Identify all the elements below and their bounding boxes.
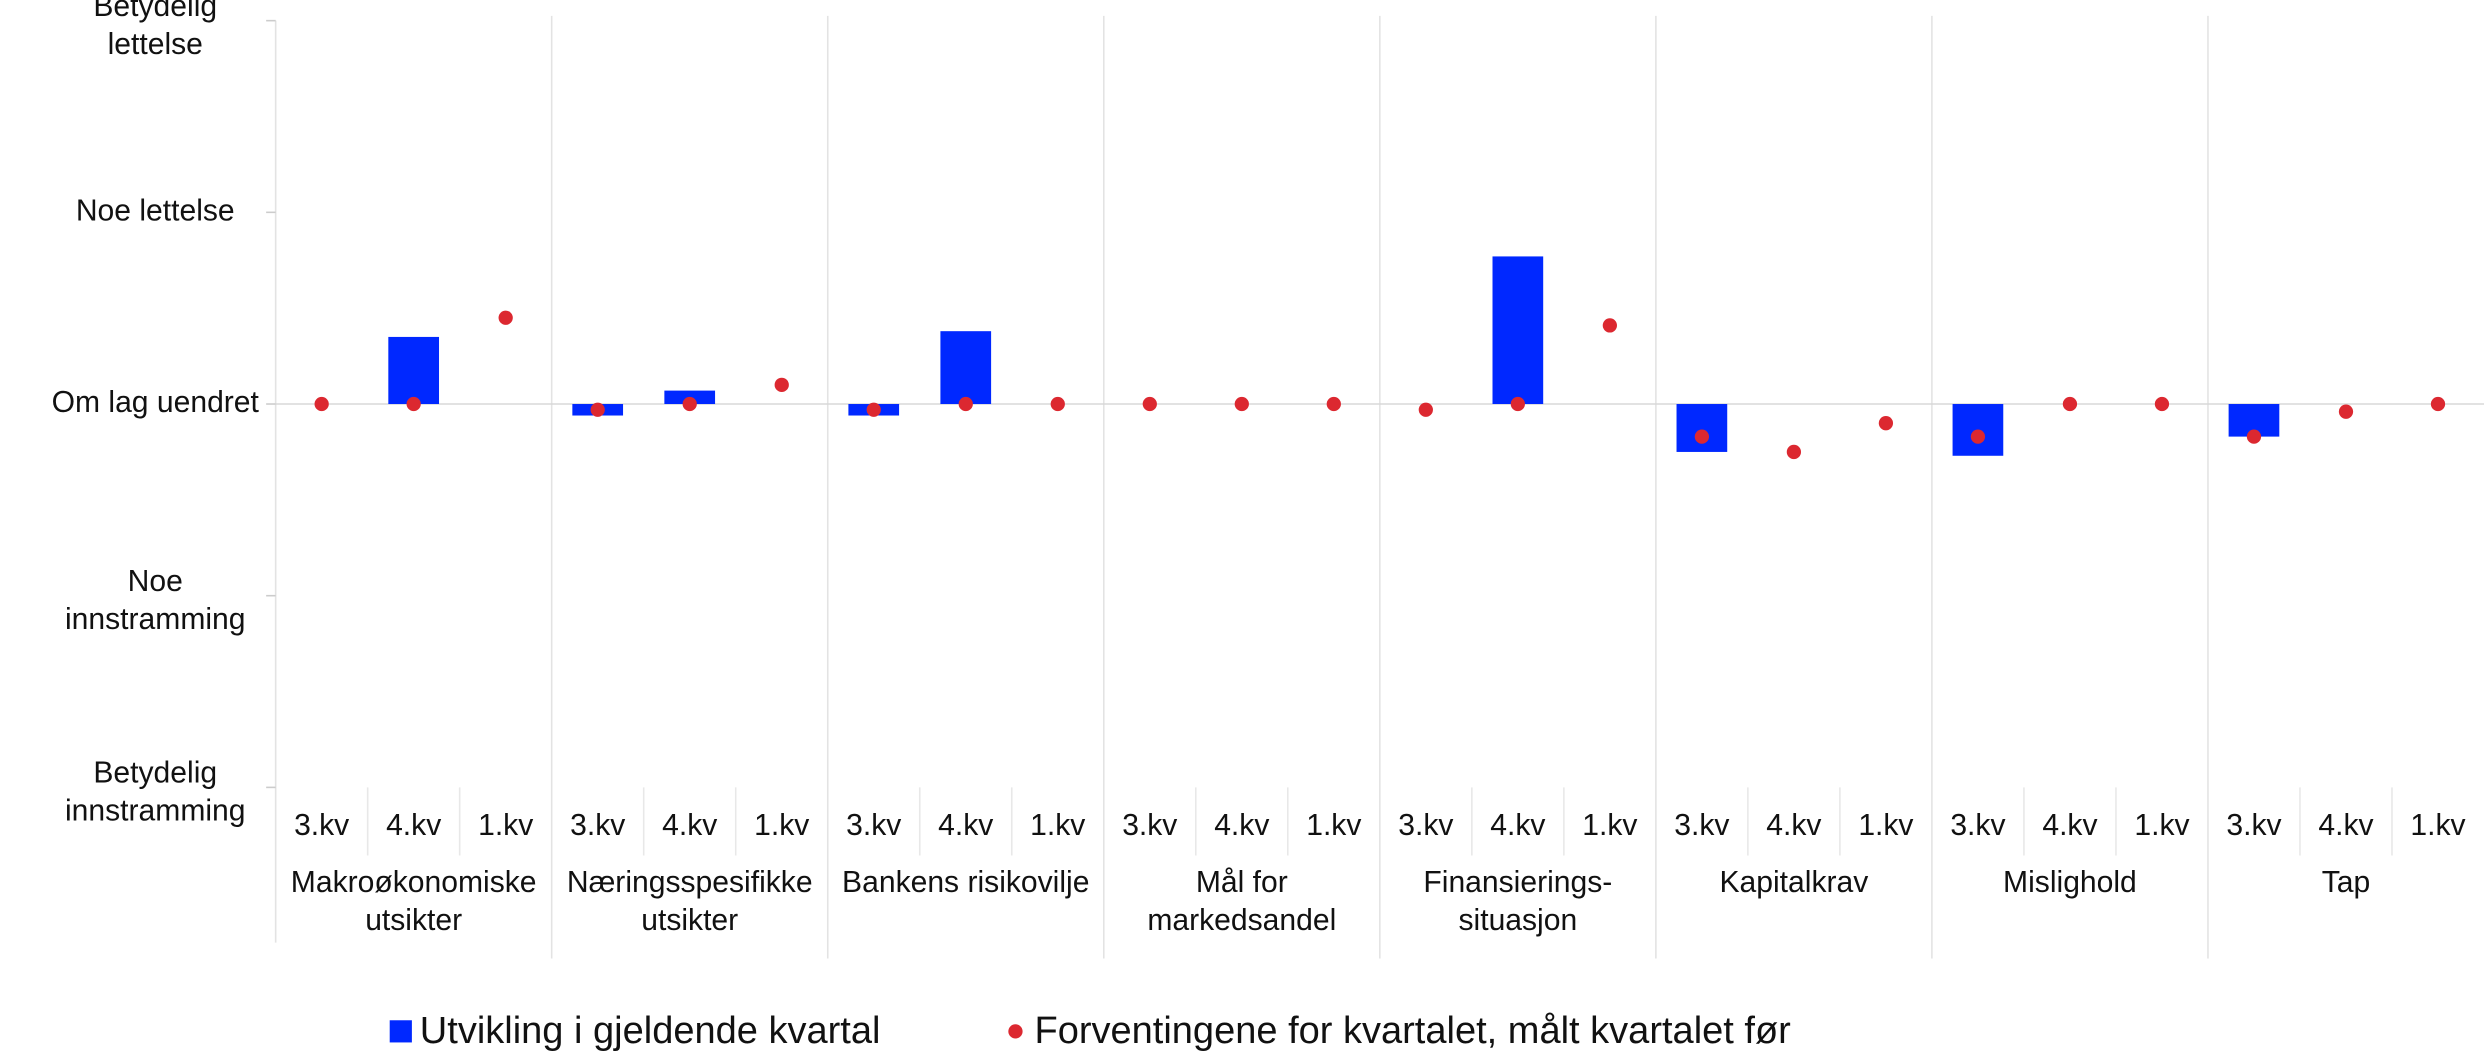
dot: [1050, 396, 1065, 412]
group-label: Kapitalkrav: [1719, 866, 1868, 899]
x-tick-label: 1.kv: [1306, 809, 1361, 842]
dot: [1142, 396, 1157, 412]
dot: [1602, 318, 1617, 333]
dot: [774, 377, 789, 392]
group-label: utsikter: [365, 904, 462, 937]
legend-label: Utvikling i gjeldende kvartal: [420, 1010, 881, 1052]
x-tick-label: 4.kv: [662, 809, 717, 842]
bar: [940, 331, 992, 405]
dot: [2062, 396, 2078, 412]
x-tick-label: 3.kv: [1122, 809, 1177, 842]
dot: [2246, 429, 2262, 444]
group-label: Bankens risikovilje: [842, 866, 1089, 899]
dot: [590, 402, 605, 417]
dot: [1510, 396, 1525, 412]
y-tick-label: innstramming: [65, 603, 246, 636]
x-tick-label: 3.kv: [570, 809, 625, 842]
x-tick-label: 4.kv: [938, 809, 993, 842]
group-label: Tap: [2322, 866, 2371, 899]
dot: [1326, 396, 1341, 412]
legend-swatch: [1008, 1024, 1023, 1039]
y-tick-label: Noe lettelse: [76, 194, 235, 227]
dot: [1234, 396, 1249, 412]
x-tick-label: 4.kv: [1214, 809, 1269, 842]
dot: [682, 396, 697, 412]
group-label: markedsandel: [1147, 904, 1336, 937]
x-tick-label: 1.kv: [2134, 809, 2189, 842]
group-label: Makroøkonomiske: [291, 866, 537, 899]
x-tick-label: 3.kv: [294, 809, 349, 842]
dot: [1694, 429, 1710, 444]
dot: [2338, 404, 2354, 419]
dot: [2154, 396, 2170, 412]
x-tick-label: 4.kv: [2318, 809, 2373, 842]
dot: [958, 396, 973, 412]
dot: [2430, 396, 2446, 412]
x-tick-label: 3.kv: [1398, 809, 1453, 842]
x-tick-label: 1.kv: [1858, 809, 1913, 842]
bar: [1492, 256, 1544, 405]
dot: [1878, 416, 1894, 431]
group-label: utsikter: [641, 904, 738, 937]
x-tick-label: 1.kv: [2410, 809, 2465, 842]
dot: [498, 310, 513, 325]
dot: [1786, 444, 1802, 460]
dot: [314, 396, 329, 412]
y-tick-label: Betydelig: [93, 757, 217, 790]
x-tick-label: 3.kv: [2226, 809, 2281, 842]
dot: [406, 396, 421, 412]
y-tick-label: Noe: [128, 565, 183, 598]
bar: [1676, 404, 1728, 452]
dot: [1418, 402, 1433, 417]
x-tick-label: 1.kv: [478, 809, 533, 842]
group-label: situasjon: [1458, 904, 1577, 937]
x-tick-label: 1.kv: [754, 809, 809, 842]
y-tick-label: innstramming: [65, 795, 246, 828]
y-tick-label: Betydelig: [93, 0, 217, 23]
bar: [388, 336, 440, 405]
x-tick-label: 4.kv: [1490, 809, 1545, 842]
x-tick-label: 4.kv: [1766, 809, 1821, 842]
x-tick-label: 1.kv: [1582, 809, 1637, 842]
x-tick-label: 1.kv: [1030, 809, 1085, 842]
group-label: Næringsspesifikke: [567, 866, 813, 899]
y-tick-label: lettelse: [108, 28, 203, 61]
group-label: Mål for: [1196, 866, 1288, 899]
group-label: Finansierings-: [1423, 866, 1612, 899]
x-tick-label: 3.kv: [846, 809, 901, 842]
x-tick-label: 4.kv: [386, 809, 441, 842]
legend-label: Forventingene for kvartalet, målt kvarta…: [1034, 1010, 1791, 1052]
y-tick-label: Om lag uendret: [52, 386, 260, 419]
group-label: Mislighold: [2003, 866, 2137, 899]
dot: [1970, 429, 1986, 444]
legend-swatch: [389, 1020, 412, 1043]
x-tick-label: 3.kv: [1674, 809, 1729, 842]
x-tick-label: 4.kv: [2042, 809, 2097, 842]
dot: [866, 402, 881, 417]
x-tick-label: 3.kv: [1950, 809, 2005, 842]
